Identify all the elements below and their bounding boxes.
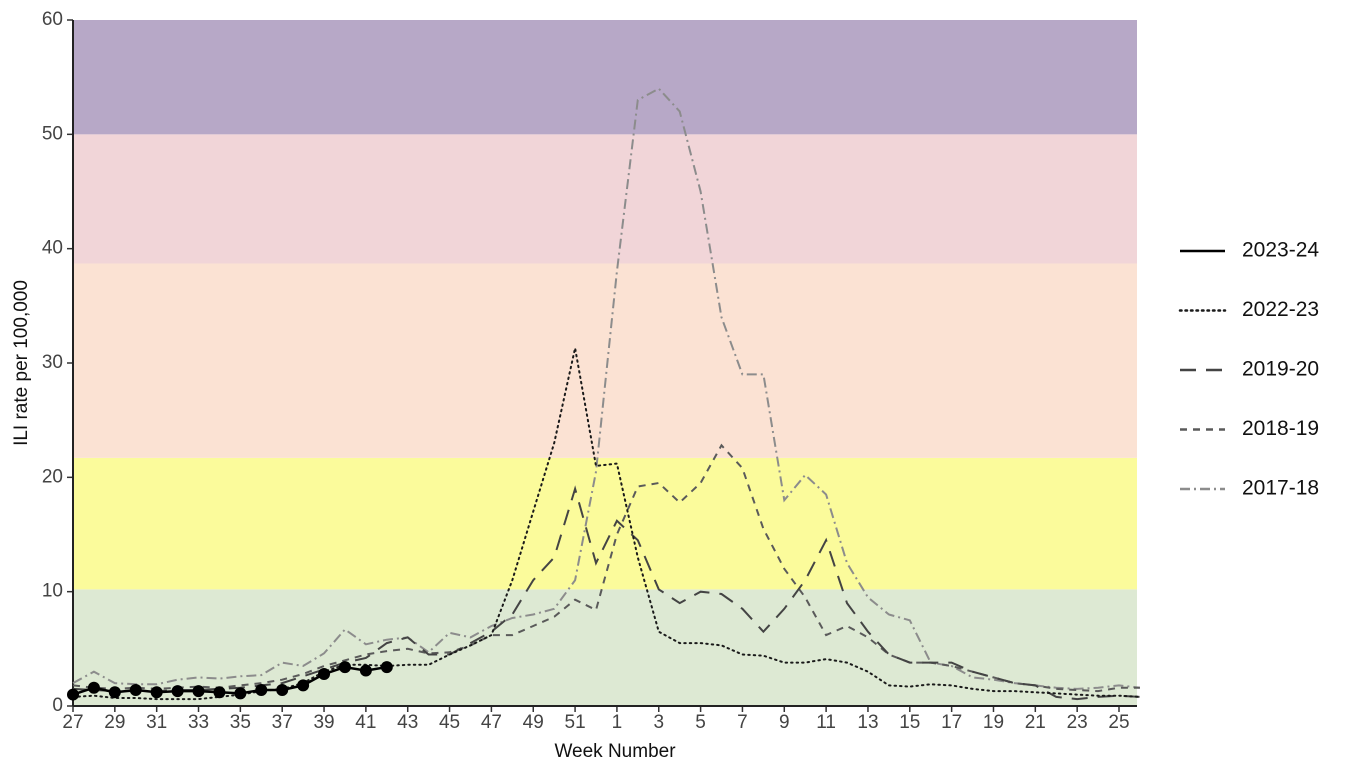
x-tick-label: 13 xyxy=(857,712,878,733)
x-tick-label: 49 xyxy=(523,712,544,733)
legend-label: 2023-24 xyxy=(1242,239,1319,262)
legend-label: 2022-23 xyxy=(1242,298,1319,321)
point xyxy=(150,686,163,699)
threshold-band xyxy=(73,20,1137,135)
x-tick-label: 45 xyxy=(439,712,460,733)
y-tick-label: 30 xyxy=(42,352,63,373)
point xyxy=(192,685,205,698)
point xyxy=(255,683,268,696)
point xyxy=(129,683,142,696)
x-tick-label: 9 xyxy=(779,712,790,733)
point xyxy=(276,683,289,696)
point xyxy=(67,688,79,701)
legend-label: 2017-18 xyxy=(1242,477,1319,500)
y-tick-label: 0 xyxy=(52,695,63,716)
point xyxy=(338,661,351,674)
x-tick-label: 15 xyxy=(899,712,920,733)
x-tick-label: 5 xyxy=(695,712,706,733)
point xyxy=(108,686,121,699)
point xyxy=(297,679,310,692)
legend-label: 2019-20 xyxy=(1242,358,1319,381)
legend-label: 2018-19 xyxy=(1242,417,1319,440)
x-axis-label: Week Number xyxy=(554,741,676,762)
x-tick-label: 3 xyxy=(653,712,664,733)
x-tick-label: 23 xyxy=(1067,712,1088,733)
point xyxy=(318,667,331,680)
x-tick-label: 47 xyxy=(481,712,502,733)
point xyxy=(213,686,226,699)
y-tick-label: 60 xyxy=(42,9,63,30)
point xyxy=(171,685,184,698)
x-tick-label: 35 xyxy=(230,712,251,733)
y-tick-label: 10 xyxy=(42,581,63,602)
x-tick-label: 39 xyxy=(313,712,334,733)
x-tick-label: 41 xyxy=(355,712,376,733)
x-tick-label: 43 xyxy=(397,712,418,733)
x-tick-label: 1 xyxy=(612,712,623,733)
point xyxy=(380,661,393,674)
y-tick-label: 50 xyxy=(42,123,63,144)
x-tick-label: 11 xyxy=(816,712,836,733)
y-tick-label: 40 xyxy=(42,238,63,259)
y-tick-label: 20 xyxy=(42,466,63,487)
x-tick-label: 51 xyxy=(565,712,586,733)
x-tick-label: 19 xyxy=(983,712,1004,733)
series-line xyxy=(72,87,1141,690)
x-tick-label: 17 xyxy=(941,712,962,733)
x-tick-label: 7 xyxy=(737,712,748,733)
series-line xyxy=(72,485,1140,701)
threshold-band xyxy=(73,134,1137,264)
point xyxy=(87,681,100,694)
x-tick-label: 21 xyxy=(1025,712,1046,733)
x-tick-label: 33 xyxy=(188,712,209,733)
point xyxy=(234,687,247,700)
x-tick-label: 31 xyxy=(146,712,167,733)
point xyxy=(359,664,372,677)
x-tick-label: 29 xyxy=(104,712,125,733)
y-axis-label: ILI rate per 100,000 xyxy=(11,280,32,446)
x-tick-label: 27 xyxy=(62,712,83,733)
x-tick-label: 37 xyxy=(272,712,293,733)
x-tick-label: 25 xyxy=(1108,712,1129,733)
threshold-band xyxy=(73,263,1137,458)
threshold-band xyxy=(73,457,1137,590)
series-line xyxy=(72,665,388,696)
